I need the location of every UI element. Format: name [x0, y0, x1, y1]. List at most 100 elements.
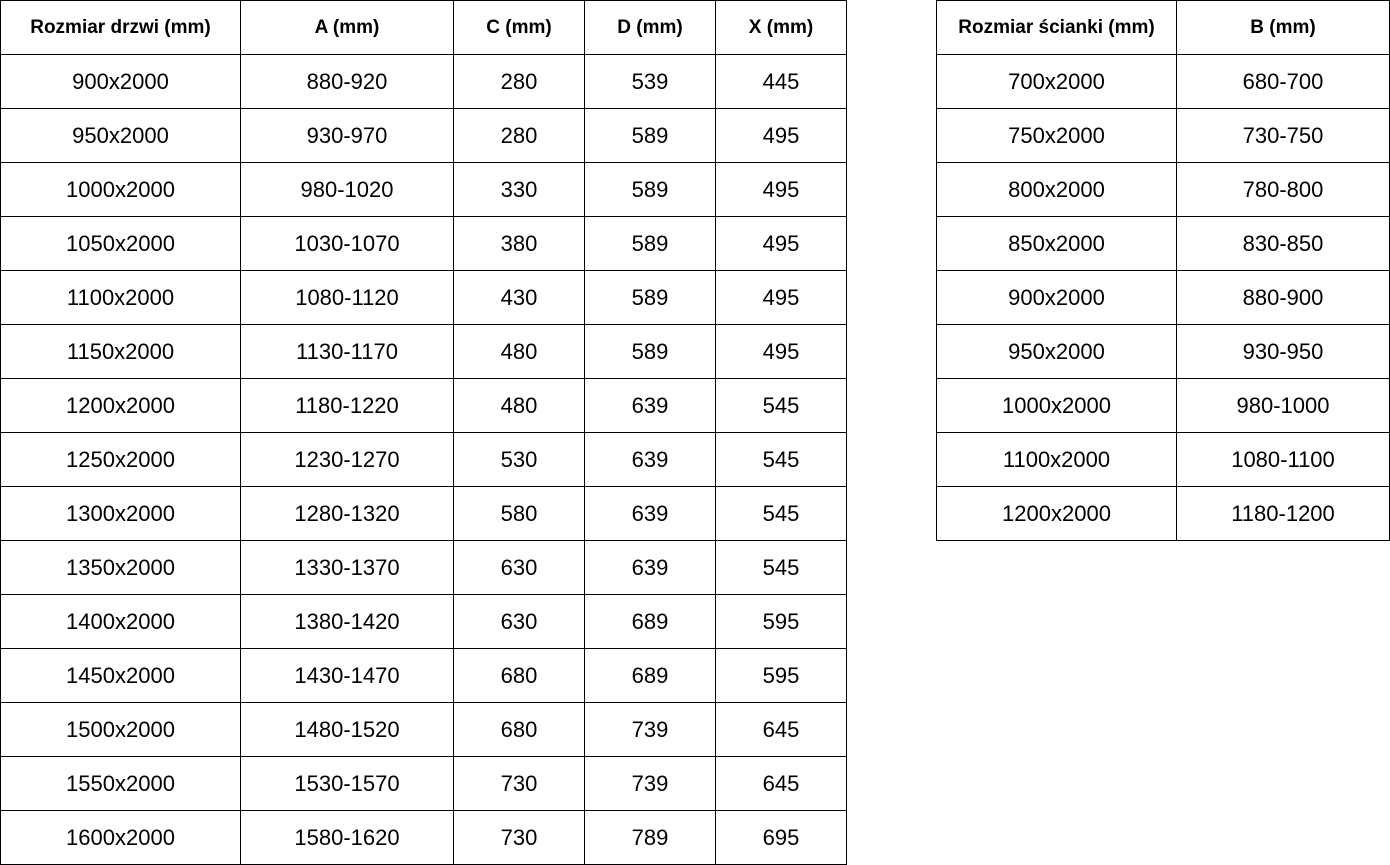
table-cell: 589 — [584, 162, 716, 217]
column-header: Rozmiar ścianki (mm) — [936, 0, 1177, 55]
table-cell: 495 — [715, 108, 847, 163]
column-header: C (mm) — [453, 0, 585, 55]
table-cell: 580 — [453, 486, 585, 541]
table-cell: 780-800 — [1176, 162, 1390, 217]
table-cell: 545 — [715, 486, 847, 541]
table-cell: 480 — [453, 324, 585, 379]
table-cell: 639 — [584, 378, 716, 433]
table-cell: 1100x2000 — [0, 270, 241, 325]
table-row: 1300x2000 1280-1320 580 639 545 — [0, 486, 847, 541]
table-cell: 630 — [453, 540, 585, 595]
table-cell: 689 — [584, 594, 716, 649]
table-cell: 589 — [584, 324, 716, 379]
table-cell: 1450x2000 — [0, 648, 241, 703]
table-cell: 589 — [584, 270, 716, 325]
table-cell: 900x2000 — [936, 270, 1177, 325]
table-cell: 1050x2000 — [0, 216, 241, 271]
table-cell: 480 — [453, 378, 585, 433]
table-cell: 639 — [584, 432, 716, 487]
table-row: 1050x2000 1030-1070 380 589 495 — [0, 216, 847, 271]
table-cell: 1600x2000 — [0, 810, 241, 865]
column-header: A (mm) — [240, 0, 454, 55]
table-cell: 445 — [715, 54, 847, 109]
table-row: 1150x2000 1130-1170 480 589 495 — [0, 324, 847, 379]
table-cell: 1550x2000 — [0, 756, 241, 811]
table-row: 1350x2000 1330-1370 630 639 545 — [0, 540, 847, 595]
table-cell: 545 — [715, 432, 847, 487]
table-row: 1250x2000 1230-1270 530 639 545 — [0, 432, 847, 487]
table-cell: 1080-1120 — [240, 270, 454, 325]
table-cell: 1130-1170 — [240, 324, 454, 379]
table-cell: 589 — [584, 108, 716, 163]
table-cell: 789 — [584, 810, 716, 865]
table-row: 1450x2000 1430-1470 680 689 595 — [0, 648, 847, 703]
table-cell: 1000x2000 — [0, 162, 241, 217]
table-cell: 1150x2000 — [0, 324, 241, 379]
wall-size-table: Rozmiar ścianki (mm) B (mm) 700x2000 680-7… — [936, 0, 1390, 541]
table-cell: 700x2000 — [936, 54, 1177, 109]
table-cell: 1330-1370 — [240, 540, 454, 595]
table-cell: 1500x2000 — [0, 702, 241, 757]
table-cell: 539 — [584, 54, 716, 109]
table-cell: 280 — [453, 108, 585, 163]
table-cell: 739 — [584, 702, 716, 757]
table-cell: 900x2000 — [0, 54, 241, 109]
table-row: 950x2000 930-950 — [936, 324, 1390, 379]
table-row: 750x2000 730-750 — [936, 108, 1390, 163]
table-cell: 695 — [715, 810, 847, 865]
table-cell: 1530-1570 — [240, 756, 454, 811]
table-cell: 595 — [715, 648, 847, 703]
table-row: 1000x2000 980-1000 — [936, 378, 1390, 433]
table-cell: 530 — [453, 432, 585, 487]
table-cell: 630 — [453, 594, 585, 649]
table-row: 800x2000 780-800 — [936, 162, 1390, 217]
table-row: 850x2000 830-850 — [936, 216, 1390, 271]
table-cell: 830-850 — [1176, 216, 1390, 271]
table-cell: 1000x2000 — [936, 378, 1177, 433]
table-cell: 545 — [715, 540, 847, 595]
table-cell: 880-920 — [240, 54, 454, 109]
table-cell: 680 — [453, 648, 585, 703]
table-cell: 950x2000 — [0, 108, 241, 163]
table-cell: 1200x2000 — [936, 486, 1177, 541]
table-header-row: Rozmiar drzwi (mm) A (mm) C (mm) D (mm) X (m… — [0, 0, 847, 55]
table-cell: 1300x2000 — [0, 486, 241, 541]
table-row: 1100x2000 1080-1100 — [936, 432, 1390, 487]
table-cell: 1280-1320 — [240, 486, 454, 541]
table-cell: 645 — [715, 756, 847, 811]
table-cell: 589 — [584, 216, 716, 271]
table-row: 900x2000 880-920 280 539 445 — [0, 54, 847, 109]
table-cell: 850x2000 — [936, 216, 1177, 271]
table-cell: 1180-1220 — [240, 378, 454, 433]
column-header: X (mm) — [715, 0, 847, 55]
table-cell: 430 — [453, 270, 585, 325]
table-cell: 680 — [453, 702, 585, 757]
door-size-table: Rozmiar drzwi (mm) A (mm) C (mm) D (mm) X (m… — [0, 0, 847, 865]
table-cell: 495 — [715, 324, 847, 379]
column-header: Rozmiar drzwi (mm) — [0, 0, 241, 55]
table-cell: 1100x2000 — [936, 432, 1177, 487]
table-cell: 730-750 — [1176, 108, 1390, 163]
table-cell: 980-1020 — [240, 162, 454, 217]
table-row: 1200x2000 1180-1220 480 639 545 — [0, 378, 847, 433]
table-row: 1200x2000 1180-1200 — [936, 486, 1390, 541]
table-cell: 689 — [584, 648, 716, 703]
table-cell: 680-700 — [1176, 54, 1390, 109]
table-row: 1550x2000 1530-1570 730 739 645 — [0, 756, 847, 811]
table-cell: 280 — [453, 54, 585, 109]
table-cell: 495 — [715, 270, 847, 325]
table-cell: 1250x2000 — [0, 432, 241, 487]
table-cell: 1030-1070 — [240, 216, 454, 271]
table-row: 900x2000 880-900 — [936, 270, 1390, 325]
table-cell: 980-1000 — [1176, 378, 1390, 433]
table-cell: 1430-1470 — [240, 648, 454, 703]
column-header: B (mm) — [1176, 0, 1390, 55]
table-cell: 880-900 — [1176, 270, 1390, 325]
table-row: 1600x2000 1580-1620 730 789 695 — [0, 810, 847, 865]
table-cell: 739 — [584, 756, 716, 811]
table-cell: 750x2000 — [936, 108, 1177, 163]
table-cell: 930-970 — [240, 108, 454, 163]
table-cell: 1080-1100 — [1176, 432, 1390, 487]
column-header: D (mm) — [584, 0, 716, 55]
table-cell: 1580-1620 — [240, 810, 454, 865]
